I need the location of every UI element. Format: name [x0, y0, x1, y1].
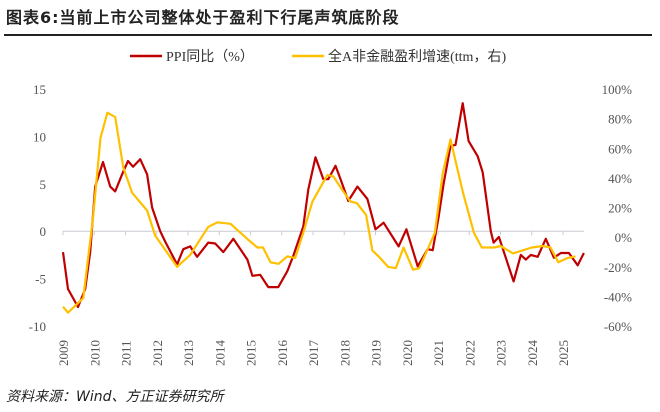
x-tick-label: 2017	[306, 340, 321, 367]
x-tick-label: 2011	[119, 340, 134, 366]
y-right-tick-label: 60%	[608, 141, 632, 156]
x-tick-label: 2009	[56, 340, 71, 366]
source-note: 资料来源：Wind、方正证券研究所	[6, 389, 224, 405]
y-right-tick-label: -20%	[604, 260, 632, 275]
x-tick-label: 2012	[150, 340, 165, 366]
x-tick-label: 2010	[87, 340, 102, 366]
x-tick-label: 2023	[494, 340, 509, 366]
y-right-tick-label: 0%	[615, 230, 633, 245]
x-tick-label: 2013	[181, 340, 196, 366]
series-ppi-line	[61, 102, 585, 309]
x-tick-label: 2025	[556, 340, 571, 366]
y-right-tick-label: 100%	[602, 82, 633, 97]
x-tick-label: 2019	[369, 340, 384, 366]
x-tick-label: 2015	[244, 340, 259, 366]
x-tick-label: 2014	[212, 340, 227, 367]
series-earnings-growth-line	[62, 111, 576, 314]
y-right-tick-label: -40%	[604, 289, 632, 304]
y-right-tick-label: 40%	[608, 171, 632, 186]
y-left-tick-label: 5	[40, 177, 47, 192]
legend-label: 全A非金融盈利增速(ttm，右)	[328, 48, 506, 65]
x-tick-label: 2018	[337, 340, 352, 366]
y-right-tick-label: -60%	[604, 319, 632, 334]
y-left-tick-label: 15	[33, 82, 46, 97]
y-left-tick-label: 0	[40, 224, 47, 239]
y-left-tick-label: 10	[33, 129, 46, 144]
x-tick-label: 2024	[525, 340, 540, 367]
x-tick-label: 2016	[275, 340, 290, 367]
y-right-tick-label: 80%	[608, 112, 632, 127]
y-left-tick-label: -10	[29, 319, 46, 334]
chart-title: 图表6:当前上市公司整体处于盈利下行尾声筑底阶段	[6, 8, 400, 27]
y-right-tick-label: 20%	[608, 201, 632, 216]
y-left-tick-label: -5	[35, 272, 46, 287]
x-tick-label: 2021	[431, 340, 446, 366]
legend-label: PPI同比（%）	[166, 49, 254, 65]
title-divider	[4, 34, 652, 36]
x-tick-label: 2022	[462, 340, 477, 366]
x-tick-label: 2020	[400, 340, 415, 366]
